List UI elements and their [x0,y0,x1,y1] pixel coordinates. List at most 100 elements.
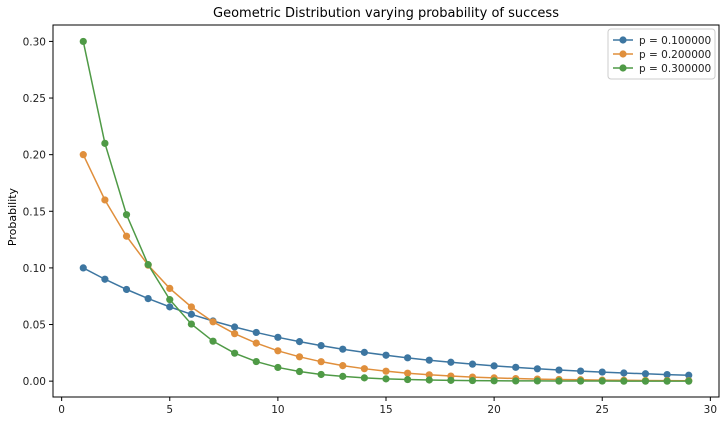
data-point [231,323,239,331]
data-point [295,338,304,346]
data-point [685,377,693,385]
data-point [382,375,390,383]
x-tick-label: 0 [58,404,65,416]
data-point [295,353,304,361]
data-point [512,377,520,385]
data-point [166,296,174,304]
data-point [122,285,131,294]
data-point [447,358,455,366]
series-line [82,267,689,377]
y-tick-label: 0.10 [23,263,46,275]
data-point [382,351,390,359]
data-point [663,370,671,379]
data-point [166,303,174,311]
series-1 [79,264,693,379]
x-tick-label: 25 [596,404,609,416]
data-point [641,370,650,378]
data-point [512,363,520,371]
x-tick-label: 20 [487,404,500,416]
data-point [577,367,585,375]
data-point [620,377,628,385]
data-point [252,328,260,337]
y-axis: 0.00 0.05 0.10 0.15 0.20 0.25 0.30 [23,36,53,388]
data-point [447,376,455,384]
data-point [598,368,606,376]
data-point [187,310,195,318]
legend-label: p = 0.300000 [639,63,711,75]
legend: p = 0.100000 p = 0.200000 p = 0.300000 [607,28,716,80]
data-point [533,365,541,373]
data-point [641,377,650,385]
data-point [490,362,498,370]
data-point [144,261,152,269]
data-point [274,333,282,341]
data-point [101,196,109,204]
data-point [187,303,195,311]
legend-marker [619,50,627,58]
data-point [339,362,347,370]
data-point [231,330,239,338]
legend-item: p = 0.100000 [613,35,711,47]
plot-area [79,37,693,385]
data-point [101,275,109,283]
legend-item: p = 0.300000 [613,63,711,75]
x-tick-label: 15 [379,404,392,416]
legend-item: p = 0.200000 [613,49,711,61]
data-point [209,318,217,326]
data-point [490,377,498,385]
y-tick-label: 0.25 [23,93,46,105]
data-point [166,284,174,293]
x-tick-label: 10 [271,404,284,416]
data-point [555,377,563,385]
legend-label: p = 0.100000 [639,35,711,47]
data-point [295,367,304,376]
data-point [468,360,477,368]
legend-label: p = 0.200000 [639,49,711,61]
data-point [101,139,109,147]
data-point [339,345,347,353]
x-tick-label: 5 [166,404,173,416]
data-point [79,264,87,272]
data-point [360,365,368,373]
data-point [122,211,131,219]
data-point [231,349,239,357]
series-2 [79,151,693,385]
x-axis: 0 5 10 15 20 25 30 [58,397,717,416]
data-point [577,377,585,385]
data-point [187,320,195,328]
data-point [317,341,325,350]
data-point [533,377,541,385]
y-axis-label: Probability [6,187,19,246]
data-point [339,372,347,380]
data-point [79,37,87,46]
y-tick-label: 0.20 [23,150,46,162]
series-3 [79,37,693,385]
data-point [404,369,412,377]
data-point [79,151,87,159]
data-point [468,376,477,385]
y-tick-label: 0.30 [23,36,46,48]
legend-marker [619,64,627,72]
data-point [360,348,368,356]
data-point [425,356,433,364]
data-point [209,337,217,345]
data-point [663,377,671,385]
data-point [685,371,693,379]
data-point [620,369,628,377]
y-tick-label: 0.05 [23,320,46,332]
series-line [82,154,689,382]
data-point [274,363,282,372]
data-point [122,232,131,240]
data-point [252,357,260,366]
data-point [404,375,412,384]
y-tick-label: 0.15 [23,206,46,218]
data-point [144,294,152,303]
axes-frame [52,24,720,398]
legend-marker [619,36,627,44]
data-point [404,354,412,362]
chart-title: Geometric Distribution varying probabili… [213,6,559,21]
data-point [274,347,282,355]
data-point [252,339,260,347]
data-point [382,367,390,375]
data-point [317,370,325,379]
